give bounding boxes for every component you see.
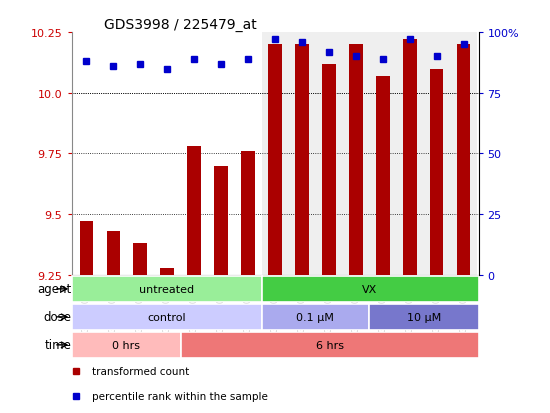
Text: untreated: untreated bbox=[139, 284, 194, 294]
Bar bbox=[316, 33, 343, 275]
Bar bbox=[295, 45, 309, 275]
Bar bbox=[424, 33, 450, 275]
Text: control: control bbox=[147, 312, 186, 322]
FancyBboxPatch shape bbox=[370, 304, 478, 330]
Text: transformed count: transformed count bbox=[92, 366, 189, 376]
Bar bbox=[349, 45, 362, 275]
Bar bbox=[134, 244, 147, 275]
Bar bbox=[241, 152, 255, 275]
FancyBboxPatch shape bbox=[180, 332, 478, 358]
Bar bbox=[397, 33, 424, 275]
Bar bbox=[161, 268, 174, 275]
Bar bbox=[322, 64, 335, 275]
Bar bbox=[370, 33, 397, 275]
Bar bbox=[188, 147, 201, 275]
Bar bbox=[376, 77, 389, 275]
Bar bbox=[289, 33, 316, 275]
Text: agent: agent bbox=[37, 282, 72, 296]
Bar bbox=[403, 40, 416, 275]
Text: 0.1 μM: 0.1 μM bbox=[296, 312, 334, 322]
Bar bbox=[268, 45, 282, 275]
Bar bbox=[450, 33, 477, 275]
FancyBboxPatch shape bbox=[261, 304, 370, 330]
Bar bbox=[261, 33, 289, 275]
Bar bbox=[430, 69, 443, 275]
Text: 0 hrs: 0 hrs bbox=[112, 340, 140, 350]
Text: percentile rank within the sample: percentile rank within the sample bbox=[92, 392, 268, 401]
Text: dose: dose bbox=[43, 311, 72, 323]
Bar bbox=[343, 33, 370, 275]
FancyBboxPatch shape bbox=[72, 304, 261, 330]
Text: GDS3998 / 225479_at: GDS3998 / 225479_at bbox=[104, 18, 257, 32]
Text: 10 μM: 10 μM bbox=[407, 312, 441, 322]
Bar bbox=[107, 232, 120, 275]
FancyBboxPatch shape bbox=[72, 276, 261, 302]
Bar bbox=[457, 45, 470, 275]
Text: 6 hrs: 6 hrs bbox=[316, 340, 344, 350]
FancyBboxPatch shape bbox=[72, 332, 180, 358]
FancyBboxPatch shape bbox=[261, 276, 478, 302]
Text: time: time bbox=[45, 339, 72, 351]
Bar bbox=[214, 166, 228, 275]
Bar bbox=[80, 222, 93, 275]
Text: VX: VX bbox=[362, 284, 378, 294]
